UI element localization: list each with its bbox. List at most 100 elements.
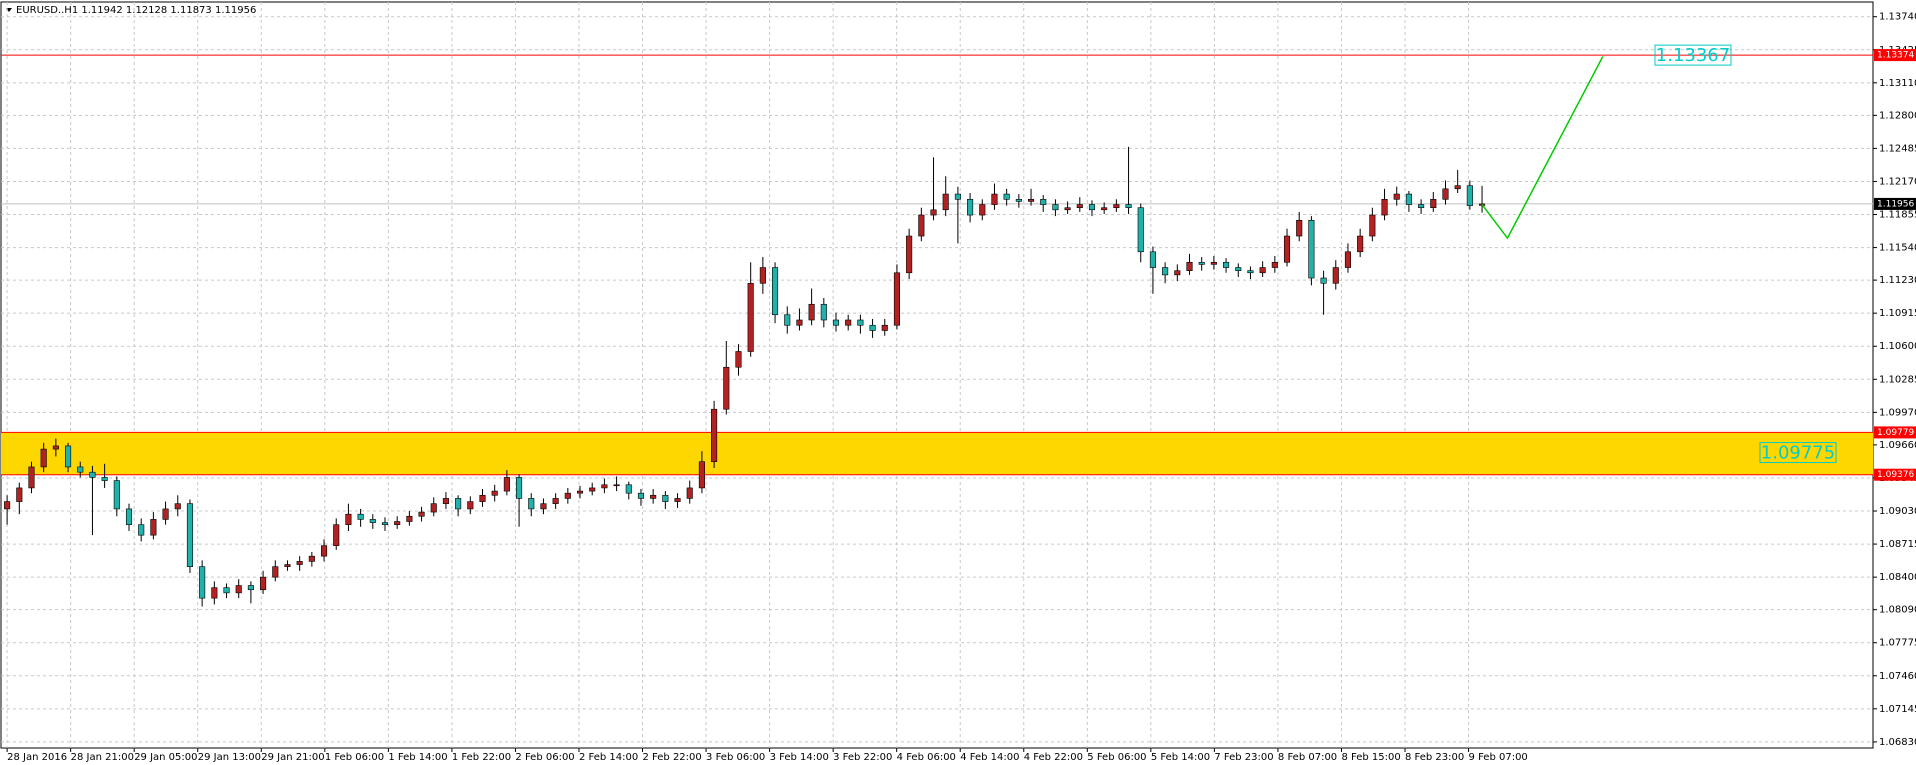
x-tick-label: 8 Feb 15:00 [1341, 752, 1400, 763]
candle-body [869, 324, 876, 331]
candle-body [1101, 207, 1108, 211]
x-tick-label: 2 Feb 22:00 [643, 752, 702, 763]
annotation-box [1759, 442, 1837, 464]
candle-body [65, 445, 72, 468]
candle-body [223, 587, 230, 594]
candle-body [4, 501, 11, 510]
candle-body [320, 545, 328, 557]
candle-body [832, 319, 840, 326]
y-tick-label: 1.07775 [1879, 638, 1916, 649]
annotation-text: 1.09775 [1761, 443, 1835, 464]
candle-body [1113, 204, 1120, 209]
candle-body [857, 319, 864, 326]
candle-body [77, 466, 84, 473]
x-tick-label: 8 Feb 07:00 [1278, 752, 1337, 763]
candle-body [625, 484, 632, 494]
candle-body [28, 466, 35, 489]
candle-body [308, 555, 315, 562]
candle-body [16, 487, 23, 502]
candle-body [589, 487, 596, 492]
candle-body [674, 498, 681, 502]
candle-body [954, 193, 961, 200]
candle-body [893, 272, 901, 326]
level-label: 1.09779 [1877, 428, 1914, 438]
y-tick-label: 1.07460 [1879, 671, 1916, 682]
x-tick-label: 5 Feb 06:00 [1087, 752, 1146, 763]
candle-body [1466, 185, 1473, 206]
candle-body [101, 477, 108, 481]
x-tick-label: 1 Feb 22:00 [452, 752, 511, 763]
candle-body [759, 267, 766, 284]
x-tick-label: 28 Jan 2016 [7, 752, 67, 763]
candle-body [333, 524, 340, 546]
candle-body [820, 303, 827, 321]
y-tick-label: 1.10915 [1879, 308, 1916, 319]
candle-body [1015, 199, 1022, 202]
candle-body [1186, 261, 1193, 271]
projection-line [1481, 56, 1604, 240]
candle-body [125, 508, 133, 525]
candle-body [211, 587, 218, 599]
candle-body [442, 498, 449, 504]
candle-body [1283, 235, 1291, 263]
y-tick-label: 1.06830 [1879, 737, 1916, 748]
y-tick-label: 1.11855 [1879, 210, 1916, 221]
candle-body [260, 576, 267, 591]
candle-body [1076, 204, 1083, 209]
x-tick-label: 3 Feb 14:00 [770, 752, 829, 763]
level-tag [1874, 49, 1916, 62]
candle-body [418, 511, 425, 517]
candle-body [89, 471, 96, 478]
candle-body [1137, 207, 1144, 253]
candle-body [113, 480, 120, 510]
candle-body [186, 503, 194, 567]
candle-body [1210, 261, 1217, 265]
y-tick-label: 1.07145 [1879, 704, 1916, 715]
candle-body [601, 484, 608, 489]
x-tick-label: 4 Feb 22:00 [1024, 752, 1083, 763]
candle-body [747, 282, 754, 352]
candle-body [150, 519, 157, 536]
candle-body [1088, 204, 1096, 211]
candle-body [991, 193, 998, 205]
candle-body [1149, 251, 1156, 268]
candle-body [967, 199, 974, 216]
x-tick-label: 9 Feb 07:00 [1469, 752, 1528, 763]
y-tick-label: 1.09970 [1879, 407, 1916, 418]
y-tick-label: 1.08715 [1879, 539, 1916, 550]
x-tick-label: 2 Feb 06:00 [515, 752, 574, 763]
candle-body [1198, 261, 1205, 265]
candle-body [430, 503, 437, 513]
candle-body [369, 519, 376, 523]
candle-body [1125, 204, 1132, 209]
level-label: 1.11956 [1877, 199, 1914, 209]
candle-body [406, 515, 413, 522]
y-tick-label: 1.10285 [1879, 374, 1916, 385]
y-tick-label: 1.11230 [1879, 275, 1916, 286]
candle-body [711, 408, 718, 462]
y-tick-label: 1.09660 [1879, 440, 1916, 451]
candle-body [772, 267, 779, 316]
candle-body [918, 214, 925, 237]
level-tag [1874, 426, 1916, 439]
candle-body [1454, 185, 1461, 190]
candle-body [1040, 199, 1047, 205]
level-tag [1874, 197, 1916, 210]
candle-body [1003, 193, 1010, 200]
candle-body [1296, 220, 1303, 237]
x-tick-label: 4 Feb 06:00 [897, 752, 956, 763]
candle-body [1320, 277, 1327, 284]
y-tick-label: 1.13740 [1879, 12, 1916, 23]
candle-body [735, 351, 742, 368]
candle-body [345, 513, 352, 525]
candle-body [479, 494, 486, 502]
candle-body [272, 566, 279, 578]
x-tick-label: 3 Feb 06:00 [706, 752, 765, 763]
candle-body [528, 498, 535, 510]
candle-body [979, 204, 986, 216]
candle-body [1332, 267, 1339, 284]
y-tick-label: 1.08090 [1879, 605, 1916, 616]
candle-body [1027, 199, 1035, 202]
candle-body [686, 487, 693, 499]
y-tick-label: 1.12170 [1879, 176, 1916, 187]
